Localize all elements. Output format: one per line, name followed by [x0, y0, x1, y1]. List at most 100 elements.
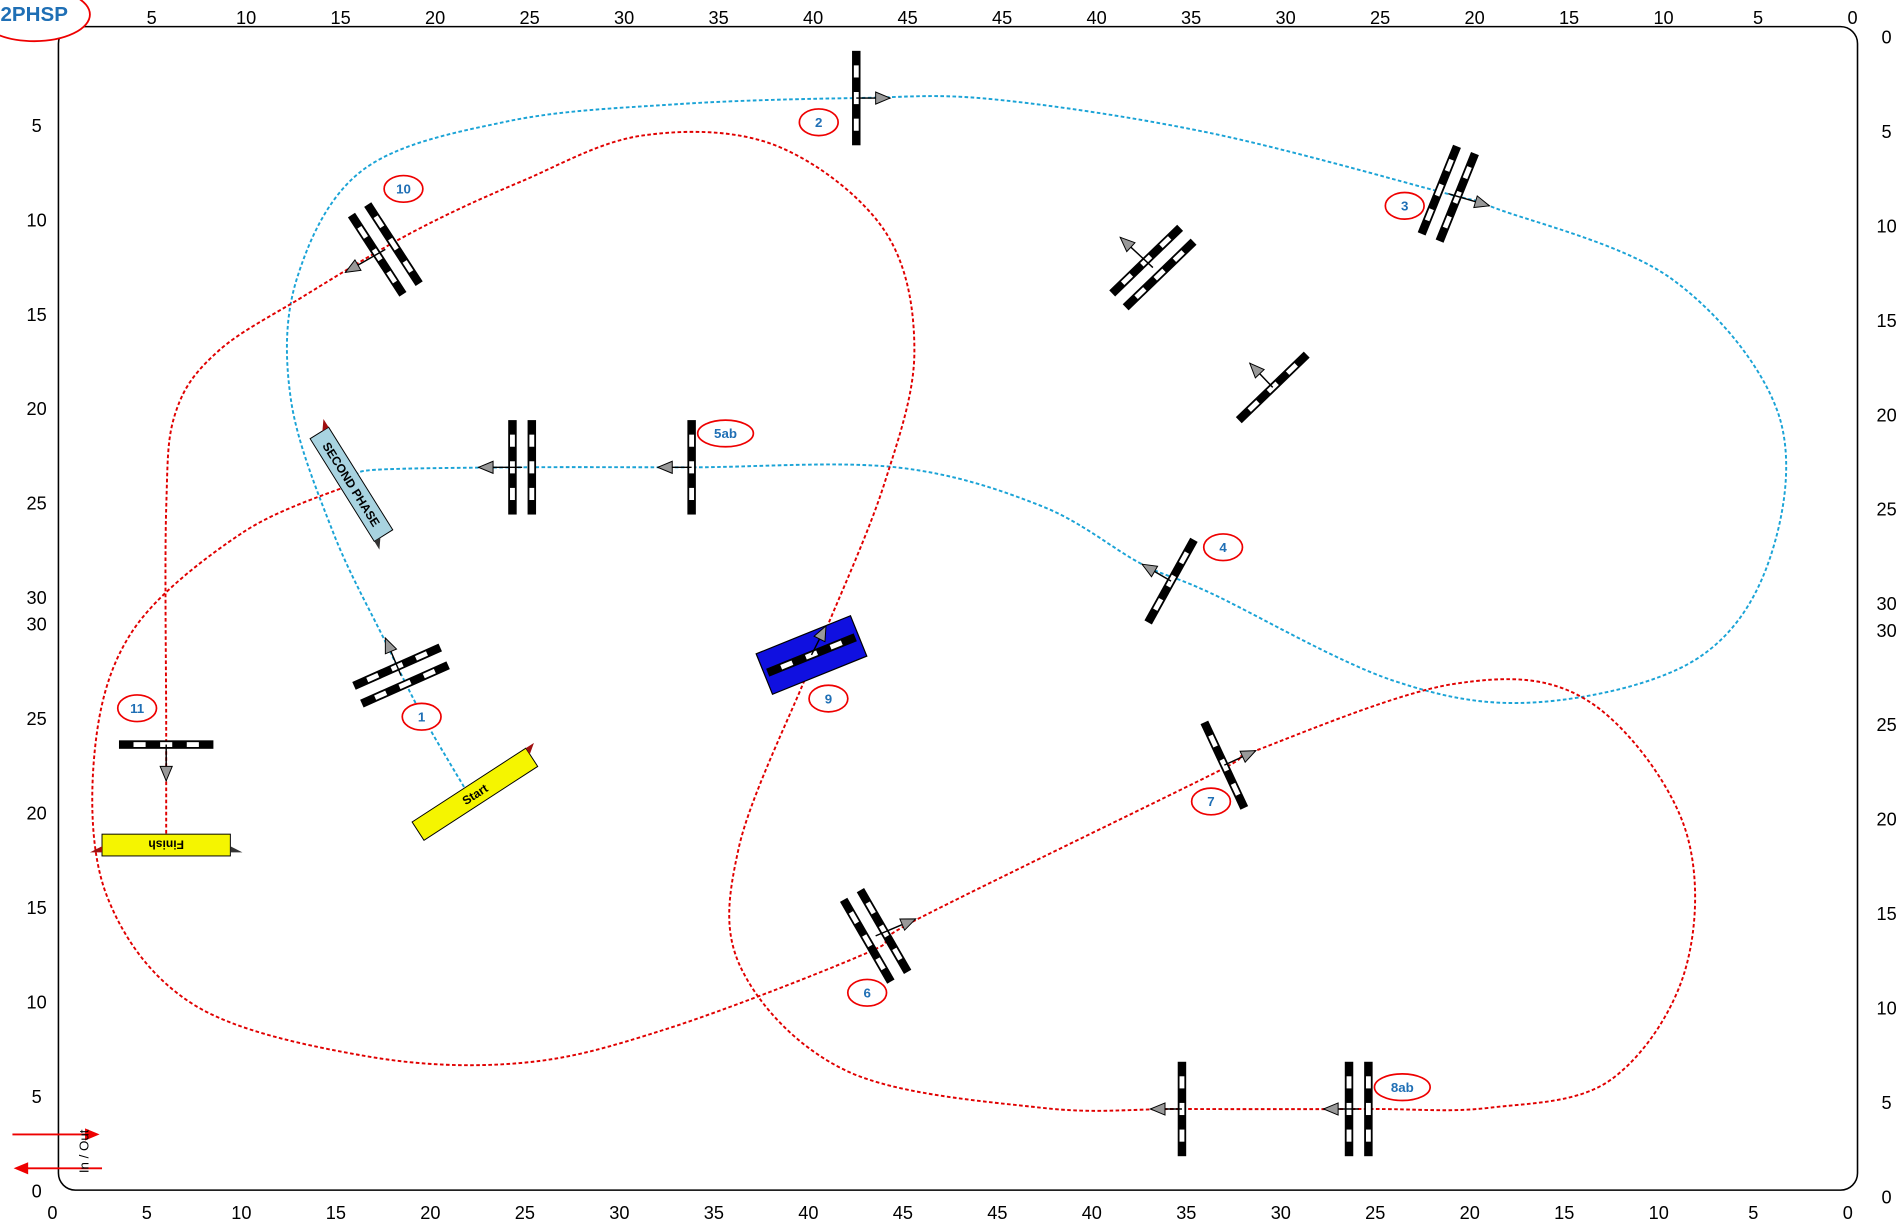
in-out-label: In / Out: [77, 1129, 92, 1173]
right-axis-label: 5: [1882, 122, 1892, 142]
finish-label: Finish: [148, 838, 184, 852]
rail-stripe: [865, 901, 876, 915]
bottom-axis-label: 20: [1460, 1203, 1480, 1223]
rail-stripe: [357, 225, 369, 239]
in-out: In / Out: [12, 1128, 103, 1175]
top-axis-label: 15: [331, 8, 351, 28]
top-axis-label: 30: [614, 8, 634, 28]
rail-stripe: [853, 65, 859, 78]
fence-number-ring: [1190, 787, 1232, 816]
rail-stripe: [1442, 215, 1452, 229]
bottom-axis-label: 5: [142, 1203, 152, 1223]
bottom-axis-label: 45: [893, 1203, 913, 1223]
top-axis-label: 30: [1275, 8, 1295, 28]
direction-arrow: [384, 636, 398, 655]
rail-stripe: [1179, 1129, 1185, 1142]
rail-stripe: [1166, 574, 1177, 588]
route-lines: [91, 95, 1788, 1112]
direction-arrow: [1149, 1102, 1166, 1116]
fence-number-ring: [846, 978, 888, 1007]
flag: [230, 846, 243, 853]
badge-ring: [0, 0, 91, 43]
bottom-axis-label: 0: [47, 1203, 57, 1223]
direction-arrow: [1322, 1102, 1339, 1116]
rail-stripe: [1346, 1129, 1352, 1142]
right-axis-label: 15: [1876, 904, 1896, 924]
rail-stripe: [1444, 158, 1454, 172]
bottom-axis-label: 40: [798, 1203, 818, 1223]
rail-stripe: [510, 487, 515, 501]
rail-stripe: [374, 690, 388, 700]
bottom-axis-label: 30: [609, 1203, 629, 1223]
arrow-head: [85, 1128, 100, 1141]
red-route: [91, 130, 1697, 1112]
rail-stripe: [1346, 1076, 1352, 1089]
rail-stripe: [388, 237, 399, 251]
left-axis-label: 10: [27, 210, 47, 230]
top-axis-label: 25: [520, 8, 540, 28]
right-axis-label: 25: [1876, 715, 1896, 735]
bottom-axis-label: 25: [515, 1203, 535, 1223]
top-axis-label: 20: [425, 8, 445, 28]
right-axis-label: 5: [1882, 1093, 1892, 1113]
flag: [322, 418, 329, 432]
right-axis-label: 20: [1876, 810, 1896, 830]
right-axis-label: 0: [1882, 1187, 1892, 1207]
rail-stripe: [1178, 551, 1190, 565]
right-axis-label: 10: [1876, 216, 1896, 236]
blue-route: [285, 95, 1788, 788]
rail-stripe: [875, 957, 886, 971]
left-axis-label: 5: [32, 1087, 42, 1107]
direction-arrow: [1248, 362, 1266, 379]
left-axis-label: 20: [27, 399, 47, 419]
bottom-axis-label: 15: [326, 1203, 346, 1223]
rail-stripe: [1365, 1076, 1371, 1089]
fence-number-ring: [1202, 533, 1244, 562]
direction-arrow: [1473, 195, 1491, 209]
fence-number-ring: [696, 419, 755, 448]
rail-stripe: [1462, 166, 1472, 180]
top-axis-label: 5: [147, 8, 157, 28]
bottom-axis-label: 20: [420, 1203, 440, 1223]
fence-number-ring: [401, 702, 442, 731]
left-axis-label: 30: [27, 588, 47, 608]
fence-number-ring: [798, 108, 839, 137]
left-axis-label: 20: [27, 804, 47, 824]
direction-arrow: [344, 259, 362, 274]
direction-arrow: [813, 624, 827, 643]
rail-stripe: [422, 668, 436, 679]
badge: 2PHSP: [0, 3, 68, 26]
fence-number: 6: [863, 985, 870, 1000]
fence-number-ring: [808, 684, 849, 713]
fence-number: 4: [1219, 540, 1227, 555]
right-axis-label: 30: [1876, 621, 1896, 641]
rail-stripe: [780, 660, 794, 670]
fence-number: 1: [418, 709, 426, 724]
rail-stripe: [1208, 734, 1218, 748]
bottom-axis-label: 35: [704, 1203, 724, 1223]
fence-number-ring: [1384, 191, 1425, 220]
flag: [89, 846, 103, 853]
fence-number: 10: [396, 182, 411, 197]
top-axis-label: 45: [898, 8, 918, 28]
rail-stripe: [689, 487, 695, 501]
fence-number-ring: [383, 174, 424, 204]
rail-stripe: [848, 911, 860, 925]
arrow-head: [13, 1162, 29, 1175]
rail-stripe: [1120, 273, 1134, 286]
marker-bar: [411, 747, 539, 841]
fence-number: 7: [1207, 794, 1214, 809]
right-axis-label: 20: [1876, 405, 1896, 425]
fence-number: 8ab: [1391, 1080, 1414, 1095]
direction-arrow: [477, 460, 494, 475]
left-axis-label: 0: [32, 1181, 42, 1201]
flag: [374, 537, 381, 550]
bottom-axis-label: 40: [1082, 1203, 1102, 1223]
rail-stripe: [829, 640, 843, 650]
top-axis-label: 15: [1559, 8, 1579, 28]
fence-number: 11: [130, 701, 145, 716]
left-axis-label: 5: [32, 116, 42, 136]
rail-stripe: [892, 947, 903, 961]
course-objects: 1 2 3 4 5ab 6 7 8ab 9 10 11: [116, 50, 1491, 1157]
